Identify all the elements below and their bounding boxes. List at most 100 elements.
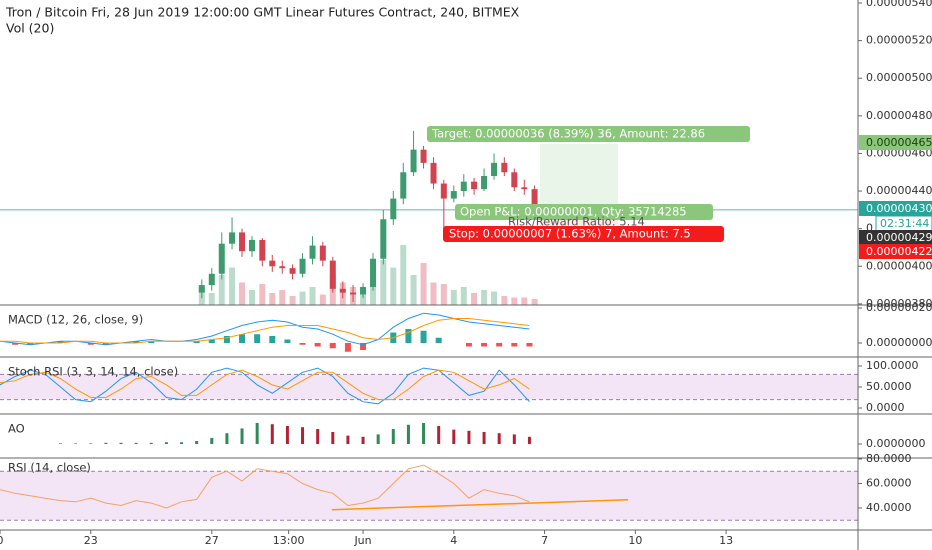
y-tick-label: 0.00000020 [866, 301, 932, 314]
volume-bar [410, 275, 417, 305]
candle-body [279, 266, 286, 269]
y-tick-label: 0.00000000 [866, 336, 932, 349]
candle-body [481, 176, 488, 190]
y-tick-label: 0.00000440 [866, 184, 932, 197]
volume-bar [289, 296, 296, 305]
volume-bar [430, 282, 437, 305]
macd-histogram-bar [511, 342, 518, 347]
macd-histogram-bar [496, 342, 503, 347]
ao-bar [149, 442, 153, 445]
ao-bar [164, 442, 168, 445]
panel-label: AO [8, 422, 25, 436]
ao-bar [452, 429, 456, 445]
x-tick-label: 13:00 [273, 534, 305, 547]
volume-bar [471, 293, 478, 305]
macd-histogram-bar [420, 330, 427, 343]
macd-histogram-bar [148, 341, 155, 343]
x-tick-label: 13 [719, 534, 733, 547]
macd-histogram-bar [133, 341, 140, 343]
candle-body [329, 260, 336, 289]
candle-body [319, 245, 326, 261]
candle-body [521, 187, 528, 190]
candle-body [269, 260, 276, 267]
ao-bar [437, 426, 441, 445]
x-tick-label: 23 [84, 534, 98, 547]
chart-title: Tron / Bitcoin Fri, 28 Jun 2019 12:00:00… [5, 5, 520, 20]
macd-histogram-bar [269, 335, 276, 343]
macd-histogram-bar [102, 342, 109, 345]
stop-label: Stop: 0.00000007 (1.63%) 7, Amount: 7.5 [449, 227, 691, 241]
macd-histogram-bar [435, 337, 442, 343]
y-tick-label: 0.00000540 [866, 0, 932, 9]
macd-histogram-bar [87, 342, 94, 345]
volume-bar [279, 290, 286, 305]
macd-histogram-bar [27, 342, 34, 345]
x-tick-label: Jun [353, 534, 371, 547]
y-tick-label: 80.0000 [866, 452, 912, 465]
ao-bar [527, 436, 531, 445]
volume-bar [521, 297, 528, 305]
y-tick-label: 100.0000 [866, 359, 919, 372]
candle-body [410, 149, 417, 173]
ao-bar [195, 441, 199, 445]
ao-bar [331, 432, 335, 445]
candle-body [299, 258, 306, 274]
target-label: Target: 0.00000036 (8.39%) 36, Amount: 2… [431, 127, 705, 141]
y-tick-label: 0.00000480 [866, 109, 932, 122]
volume-bar [319, 294, 326, 305]
panel-label: MACD (12, 26, close, 9) [8, 313, 143, 327]
candle-body [208, 273, 215, 286]
ao-bar [270, 424, 274, 445]
ao-bar [391, 429, 395, 445]
band [0, 471, 858, 521]
ao-bar [74, 443, 78, 445]
candle-body [501, 162, 508, 173]
candle-body [259, 239, 266, 261]
x-tick-label: 4 [450, 534, 457, 547]
macd-histogram-bar [314, 342, 321, 347]
line [0, 367, 530, 405]
macd-histogram-bar [239, 334, 246, 343]
ao-bar [134, 442, 138, 445]
y-tick-label: 60.0000 [866, 476, 912, 489]
ao-bar [89, 443, 93, 445]
candle-body [350, 292, 357, 295]
ao-bar [406, 424, 410, 445]
macd-histogram-bar [284, 339, 291, 343]
ao-bar [210, 438, 214, 445]
candle-body [370, 258, 377, 287]
candle-body [420, 149, 427, 163]
candle-body [360, 286, 367, 295]
macd-histogram-bar [299, 342, 306, 345]
volume-bar [440, 284, 447, 305]
candle-body [430, 162, 437, 184]
candle-body [531, 189, 538, 210]
volume-bar [259, 284, 266, 305]
ao-bar [482, 432, 486, 445]
candle-body [289, 268, 296, 274]
candle-body [309, 245, 316, 259]
ao-bar [422, 423, 426, 445]
price-tag [859, 230, 932, 245]
ao-bar [255, 423, 259, 445]
macd-histogram-bar [360, 342, 367, 350]
volume-bar [420, 263, 427, 305]
candle-body [380, 219, 387, 259]
candle-body [339, 288, 346, 293]
volume-bar [239, 282, 246, 305]
ao-bar [240, 428, 244, 445]
candle-body [471, 181, 478, 190]
candle-body [460, 181, 467, 192]
candle-body [491, 162, 498, 177]
price-tag-label: 0.00000422 [866, 245, 932, 258]
volume-bar [229, 267, 236, 305]
line [0, 318, 530, 344]
ao-bar [119, 442, 123, 445]
price-tag-label: 0.00000465 [866, 136, 932, 149]
ao-bar [497, 433, 501, 445]
volume-label: Vol (20) [6, 21, 54, 36]
ao-bar [285, 426, 289, 445]
y-tick-label: 50.0000 [866, 380, 912, 393]
volume-bar [450, 290, 457, 305]
ao-bar [346, 435, 350, 445]
